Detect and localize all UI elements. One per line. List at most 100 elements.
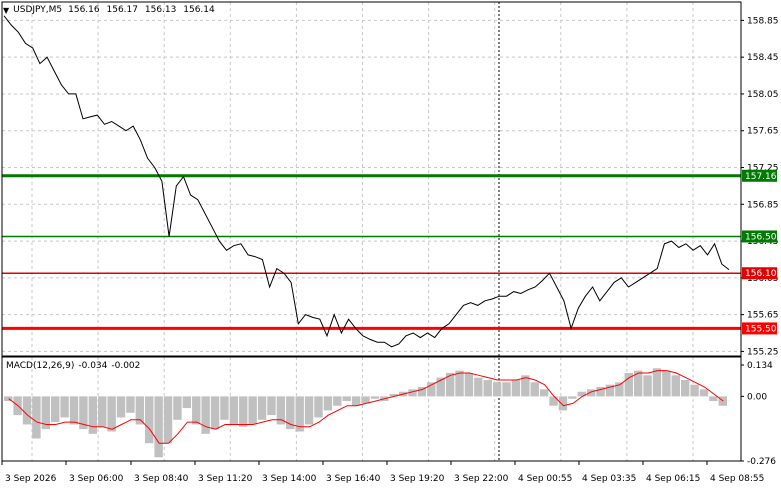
- macd-histogram-bar: [173, 396, 182, 420]
- macd-histogram-bar: [220, 396, 229, 420]
- macd-histogram-bar: [633, 370, 643, 397]
- macd-histogram-bar: [643, 375, 652, 397]
- macd-histogram-bar: [182, 396, 192, 409]
- macd-histogram-bar: [492, 382, 502, 397]
- time-tick-label: 3 Sep 19:20: [390, 474, 445, 484]
- level-tag-label-0: 157.16: [745, 172, 777, 182]
- macd-histogram-bar: [577, 391, 586, 397]
- macd-histogram-bar: [126, 396, 135, 413]
- level-tag-2: [742, 267, 777, 280]
- macd-histogram-bar: [370, 396, 380, 399]
- price-axis: 158.85 158.45 158.05 157.65 157.25 156.85 156.…: [741, 16, 779, 357]
- macd-histogram-bar: [596, 387, 605, 397]
- macd-histogram-bar: [464, 372, 474, 397]
- macd-histogram-bar: [79, 396, 88, 430]
- price-grid: [2, 2, 741, 356]
- macd-histogram: [4, 368, 727, 458]
- level-tag-0: [742, 169, 777, 182]
- macd-histogram-bar: [539, 389, 549, 397]
- macd-histogram-bar: [295, 396, 304, 432]
- level-tag-3: [742, 322, 777, 335]
- macd-histogram-bar: [333, 396, 342, 406]
- macd-histogram-bar: [445, 372, 455, 397]
- macd-histogram-bar: [51, 396, 60, 423]
- macd-histogram-bar: [192, 396, 201, 425]
- macd-histogram-bar: [586, 389, 596, 397]
- time-axis: 3 Sep 2026 3 Sep 06:00 3 Sep 08:40 3 Sep 11…: [1, 461, 764, 484]
- macd-histogram-bar: [323, 396, 333, 411]
- macd-histogram-bar: [163, 396, 173, 444]
- macd-tick-label: 0.00: [747, 392, 767, 402]
- ohlc-values: 156.16 156.17 156.13 156.14: [68, 5, 219, 15]
- chart-title-bar: ▼ USDJPY,M5 156.16 156.17 156.13 156.14: [3, 3, 219, 17]
- macd-histogram-bar: [549, 396, 558, 406]
- macd-histogram-bar: [408, 389, 417, 397]
- price-tick-label: 156.85: [747, 200, 779, 210]
- macd-signal-line: [8, 370, 724, 444]
- macd-histogram-bar: [483, 379, 492, 397]
- time-tick-label: 3 Sep 08:40: [134, 474, 189, 484]
- price-tick-label: 157.65: [747, 127, 779, 137]
- macd-histogram-bar: [342, 396, 351, 402]
- macd-title: MACD(12,26,9) -0.034 -0.002: [6, 361, 144, 371]
- macd-histogram-bar: [521, 375, 530, 397]
- macd-histogram-bar: [605, 384, 615, 397]
- time-tick-label: 3 Sep 16:40: [326, 474, 381, 484]
- macd-histogram-bar: [558, 396, 568, 411]
- macd-histogram-bar: [624, 372, 633, 397]
- price-line: [3, 15, 730, 348]
- symbol-label: USDJPY,M5: [13, 5, 63, 15]
- macd-histogram-bar: [436, 377, 445, 397]
- macd-value-2: -0.002: [111, 361, 141, 371]
- macd-histogram-bar: [511, 379, 521, 397]
- price-tick-label: 158.85: [747, 16, 779, 26]
- macd-histogram-bar: [568, 396, 577, 399]
- macd-histogram-bar: [389, 394, 398, 397]
- time-tick-label: 4 Sep 08:55: [710, 474, 764, 484]
- macd-histogram-bar: [427, 382, 436, 397]
- price-tick-label: 157.25: [747, 164, 779, 174]
- macd-histogram-bar: [32, 396, 41, 439]
- time-tick-label: 3 Sep 22:00: [454, 474, 509, 484]
- price-tick-label: 155.65: [747, 311, 779, 321]
- macd-histogram-bar: [361, 396, 370, 404]
- time-tick-label: 3 Sep 2026: [5, 474, 57, 484]
- open-value: 156.16: [68, 5, 100, 15]
- macd-histogram-bar: [229, 396, 239, 425]
- level-tag-label-2: 156.10: [745, 269, 777, 279]
- macd-histogram-bar: [286, 396, 295, 430]
- macd-histogram-bar: [671, 375, 680, 397]
- macd-histogram-bar: [145, 396, 154, 444]
- price-tick-label: 158.05: [747, 90, 779, 100]
- macd-histogram-bar: [107, 396, 116, 432]
- macd-histogram-bar: [210, 396, 220, 430]
- level-tag-label-3: 155.50: [745, 324, 777, 334]
- macd-histogram-bar: [530, 382, 539, 397]
- macd-histogram-bar: [239, 396, 248, 427]
- macd-tick-label: -0.276: [747, 457, 776, 467]
- level-tag-label-1: 156.50: [745, 232, 777, 242]
- macd-histogram-bar: [690, 384, 699, 397]
- macd-histogram-bar: [474, 377, 483, 397]
- macd-name: MACD(12,26,9): [6, 361, 75, 371]
- collapse-triangle-icon[interactable]: ▼: [3, 5, 10, 15]
- macd-histogram-bar: [248, 396, 257, 425]
- macd-axis: 0.134 0.00 -0.276: [741, 361, 776, 467]
- price-tick-label: 158.45: [747, 53, 779, 63]
- macd-histogram-bar: [304, 396, 314, 425]
- macd-histogram-bar: [201, 396, 210, 434]
- time-tick-label: 4 Sep 03:35: [582, 474, 636, 484]
- macd-histogram-bar: [135, 396, 145, 425]
- macd-histogram-bar: [154, 396, 163, 458]
- macd-histogram-bar: [98, 396, 107, 427]
- time-tick-label: 3 Sep 06:00: [69, 474, 124, 484]
- macd-histogram-bar: [41, 396, 51, 430]
- level-tag-1: [742, 230, 777, 243]
- macd-histogram-bar: [662, 370, 671, 397]
- macd-histogram-bar: [502, 382, 511, 397]
- macd-histogram-bar: [116, 396, 126, 418]
- level-price-tags: 157.16 156.50 156.10 155.50: [742, 169, 777, 335]
- macd-histogram-bar: [652, 368, 662, 397]
- macd-histogram-bar: [455, 370, 464, 397]
